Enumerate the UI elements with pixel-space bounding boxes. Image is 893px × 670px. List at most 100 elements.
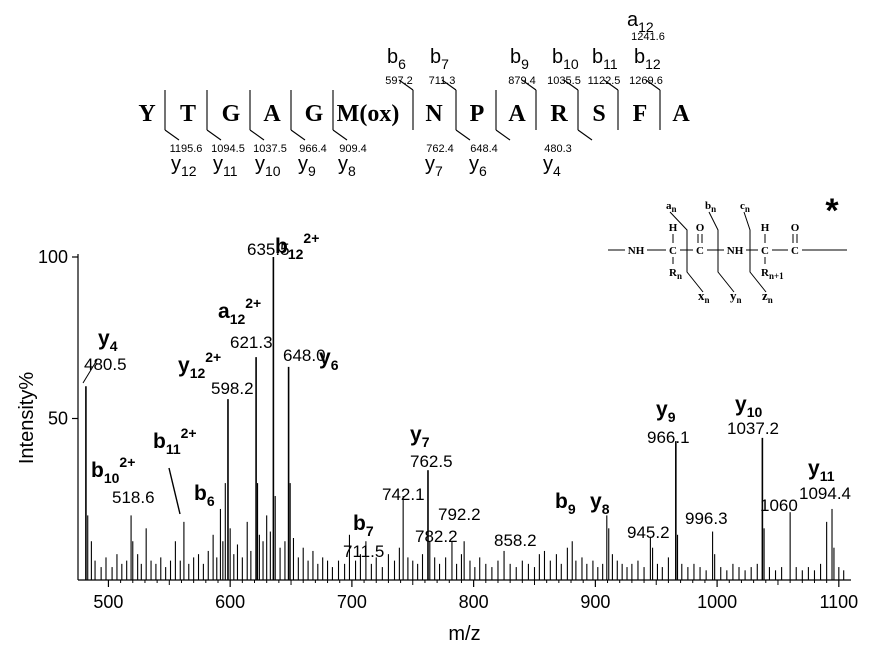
peak-mz-label: 518.6: [112, 488, 155, 507]
peak-mz-label: 792.2: [438, 505, 481, 524]
y-ion-label: y8: [338, 153, 356, 179]
peak-ion-label: b112+: [153, 425, 197, 457]
peak-ion-label: b9: [555, 490, 576, 517]
b-cleavage-hook: [441, 79, 457, 91]
peak-ion-label: b6: [194, 482, 215, 509]
side-chain-label: Rn: [669, 267, 682, 281]
b-ion-mz: 1035.5: [547, 75, 581, 87]
b-ion-mz: 879.4: [508, 75, 536, 87]
cleavage-bracket: [743, 211, 767, 293]
peak-ion-label: y11: [808, 457, 835, 484]
y-ion-label: y12: [171, 153, 197, 179]
peak-mz-label: 996.3: [685, 509, 728, 528]
oxygen-atom: O: [696, 222, 705, 234]
y-ion-label: y11: [213, 153, 238, 179]
asterisk-mark: *: [825, 192, 839, 230]
peak-ion-label: y122+: [178, 349, 221, 381]
bottom-ion-label: xn: [698, 288, 710, 305]
residue: F: [633, 101, 648, 127]
b-ion-label: b10: [552, 46, 579, 72]
y-ion-label: y6: [469, 153, 487, 179]
backbone-atom: C: [696, 245, 704, 257]
residue: G: [222, 101, 241, 127]
peak-ion-label: y6: [319, 346, 339, 373]
pointer-line: [168, 467, 181, 515]
side-chain-label: Rn+1: [761, 267, 784, 281]
y-axis-label: Intensity%: [16, 372, 38, 464]
atom-bg: [625, 243, 647, 257]
y-cleavage-hook: [164, 129, 180, 141]
cleavage-bracket: [669, 211, 704, 293]
hydrogen-atom: H: [669, 222, 678, 234]
peak-ion-label: y7: [410, 423, 430, 450]
b-ion-label: b7: [430, 46, 449, 72]
x-tick-label: 500: [93, 592, 123, 612]
residue: A: [263, 101, 281, 127]
backbone-atom: C: [791, 245, 799, 257]
peak-mz-label: 782.2: [415, 527, 458, 546]
y-ion-mz: 1094.5: [211, 143, 245, 155]
peak-mz-label: 598.2: [211, 379, 254, 398]
bottom-ion-label: zn: [762, 288, 773, 305]
b-ion-mz: 711.3: [429, 75, 456, 87]
y-ion-label: y7: [425, 153, 443, 179]
peak-mz-label: 966.1: [647, 428, 690, 447]
residue: N: [425, 101, 443, 127]
peak-mz-label: 858.2: [494, 531, 537, 550]
peak-mz-label: 1060: [760, 496, 798, 515]
top-ion-label: bn: [705, 200, 716, 214]
x-tick-label: 800: [459, 592, 489, 612]
spectrum-chart: 500 600 700 800 900 1000 1100 50 100 m/z Intensity…: [16, 230, 858, 645]
backbone-atom: NH: [727, 245, 744, 257]
bottom-ion-label: yn: [730, 288, 742, 305]
residue: Y: [138, 101, 155, 127]
residue: P: [470, 101, 485, 127]
residue: M(ox): [337, 101, 400, 127]
peak-mz-label: 1037.2: [727, 419, 779, 438]
x-tick-label: 1000: [697, 592, 737, 612]
x-tick-label: 1100: [819, 592, 858, 612]
b-ion-label: b6: [387, 46, 406, 72]
atom-bg: [724, 243, 746, 257]
b-cleavage-hook: [398, 79, 414, 91]
pointer-line: [82, 359, 98, 384]
residue: A: [672, 101, 690, 127]
x-tick-label: 700: [337, 592, 367, 612]
peak-ion-label: b122+: [275, 230, 319, 262]
b-ion-label: b9: [510, 46, 529, 72]
y-ion-label: y10: [255, 153, 281, 179]
peak-mz-label: 945.2: [627, 523, 670, 542]
atom-bg: [693, 243, 707, 257]
a-ion-mz: 1241.6: [631, 31, 665, 43]
y-cleavage-hook: [249, 129, 265, 141]
a-ion-label: a12: [627, 9, 654, 35]
x-axis-label: m/z: [448, 623, 480, 645]
b-cleavage-hook: [645, 79, 661, 91]
y-ion-mz: 909.4: [339, 143, 367, 155]
peak-bars: [85, 257, 845, 580]
residue: T: [180, 101, 196, 127]
b-ion-label: b12: [634, 46, 661, 72]
peak-ion-label: y10: [735, 393, 762, 420]
y-ion-mz: 648.4: [470, 143, 498, 155]
b-ion-mz: 1269.6: [629, 75, 663, 87]
oxygen-atom: O: [791, 222, 800, 234]
y-cleavage-hook: [332, 129, 348, 141]
b-cleavage-hook: [521, 79, 537, 91]
peak-ion-label: b7: [353, 512, 374, 539]
residue: G: [305, 101, 324, 127]
x-tick-label: 600: [215, 592, 245, 612]
top-ion-label: cn: [740, 200, 750, 214]
peptide-sequence: Y T G A G M(ox) N P A R S F Ab6597.2b7711.3b9879.4b1…: [138, 9, 690, 179]
b-cleavage-hook: [603, 79, 619, 91]
residue: R: [550, 101, 568, 127]
peak-mz-label: 742.1: [382, 485, 425, 504]
peak-ion-label: y9: [656, 398, 676, 425]
y-ion-mz: 480.3: [544, 143, 572, 155]
y-cleavage-hook: [290, 129, 306, 141]
y-ion-mz: 762.4: [426, 143, 454, 155]
atom-bg: [758, 243, 772, 257]
